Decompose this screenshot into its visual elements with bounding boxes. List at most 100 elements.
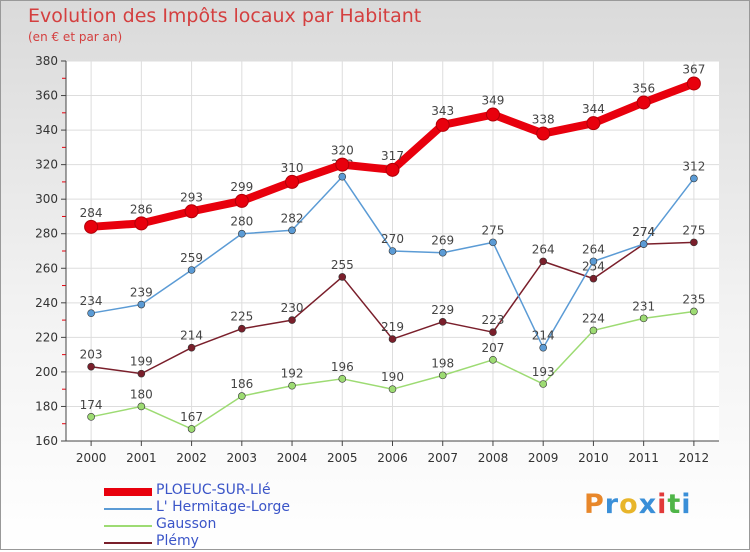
data-point xyxy=(134,216,149,231)
data-label: 192 xyxy=(281,367,304,381)
data-point xyxy=(388,247,397,255)
x-tick-label: 2004 xyxy=(277,451,308,465)
data-point xyxy=(338,172,347,181)
data-point xyxy=(234,193,249,208)
data-point xyxy=(184,204,199,219)
data-label: 286 xyxy=(130,202,153,216)
data-point xyxy=(690,307,698,316)
data-point xyxy=(84,219,99,234)
x-tick-label: 2007 xyxy=(427,451,458,465)
x-tick-label: 2010 xyxy=(578,451,609,465)
data-label: 224 xyxy=(582,311,605,325)
data-point xyxy=(338,273,347,281)
data-label: 280 xyxy=(230,215,253,229)
y-tick-label: 280 xyxy=(35,227,58,241)
data-point xyxy=(589,326,598,335)
data-label: 174 xyxy=(80,398,103,412)
legend-label: L' Hermitage-Lorge xyxy=(156,499,291,515)
x-tick-label: 2003 xyxy=(227,451,258,465)
data-label: 167 xyxy=(180,410,203,424)
data-label: 203 xyxy=(80,348,103,362)
legend-swatch xyxy=(104,508,152,510)
data-label: 223 xyxy=(482,313,505,327)
data-point xyxy=(238,392,246,400)
logo-letter: r xyxy=(604,489,620,520)
data-point xyxy=(288,316,296,324)
data-label: 317 xyxy=(381,149,404,163)
chart-subtitle: (en € et par an) xyxy=(28,30,123,44)
y-tick-label: 380 xyxy=(35,54,58,68)
data-point xyxy=(285,174,300,189)
data-point xyxy=(485,107,500,122)
logo-letter: i xyxy=(657,489,668,520)
legend-swatch xyxy=(104,525,152,527)
proxiti-logo: Proxiti xyxy=(584,489,692,520)
data-point xyxy=(238,324,246,333)
data-label: 344 xyxy=(582,102,605,116)
data-label: 190 xyxy=(381,370,404,384)
data-point xyxy=(686,76,701,91)
data-point xyxy=(288,381,296,390)
y-tick-label: 220 xyxy=(35,330,58,344)
data-point xyxy=(589,274,598,283)
x-tick-label: 2012 xyxy=(679,451,710,465)
data-point xyxy=(187,425,196,433)
data-label: 229 xyxy=(431,303,454,317)
data-point xyxy=(388,385,397,393)
x-tick-label: 2011 xyxy=(628,451,659,465)
data-label: 219 xyxy=(381,320,404,334)
data-label: 186 xyxy=(230,377,253,391)
data-label: 234 xyxy=(80,294,103,308)
data-label: 367 xyxy=(682,62,705,76)
x-tick-label: 2005 xyxy=(327,451,358,465)
data-label: 235 xyxy=(682,292,705,306)
data-point xyxy=(489,356,497,364)
data-point xyxy=(435,117,450,132)
data-point xyxy=(639,240,648,248)
y-tick-label: 340 xyxy=(35,123,58,137)
data-label: 349 xyxy=(482,94,505,108)
data-label: 214 xyxy=(180,329,203,343)
y-tick-label: 180 xyxy=(35,399,58,413)
y-tick-label: 260 xyxy=(35,261,58,275)
data-label: 293 xyxy=(180,190,203,204)
data-point xyxy=(238,229,246,238)
y-tick-label: 160 xyxy=(35,434,58,448)
data-label: 264 xyxy=(582,242,605,256)
x-tick-label: 2001 xyxy=(126,451,157,465)
data-label: 207 xyxy=(482,341,505,355)
data-label: 196 xyxy=(331,360,354,374)
data-label: 338 xyxy=(532,113,555,127)
data-label: 198 xyxy=(431,356,454,370)
data-point xyxy=(438,371,447,380)
data-label: 264 xyxy=(532,242,555,256)
logo-letter: o xyxy=(619,489,639,520)
data-label: 274 xyxy=(632,225,655,239)
data-label: 225 xyxy=(230,310,253,324)
data-label: 231 xyxy=(632,299,655,313)
legend-label: Plémy xyxy=(156,533,199,549)
data-point xyxy=(335,157,350,172)
data-point xyxy=(536,126,551,141)
data-label: 275 xyxy=(482,223,505,237)
data-label: 310 xyxy=(281,161,304,175)
logo-letter: x xyxy=(638,489,658,520)
y-tick-label: 300 xyxy=(35,192,58,206)
data-point xyxy=(338,375,347,383)
data-point xyxy=(489,238,497,247)
data-point xyxy=(639,314,648,323)
data-label: 299 xyxy=(230,180,253,194)
data-point xyxy=(187,343,196,352)
data-label: 312 xyxy=(682,159,705,173)
logo-letter: P xyxy=(584,489,605,520)
data-label: 230 xyxy=(281,301,304,315)
data-label: 180 xyxy=(130,387,153,401)
data-label: 320 xyxy=(331,144,354,158)
data-point xyxy=(438,248,447,257)
data-point xyxy=(137,369,146,378)
x-tick-label: 2002 xyxy=(176,451,207,465)
data-label: 282 xyxy=(281,211,304,225)
data-label: 214 xyxy=(532,329,555,343)
data-point xyxy=(438,318,447,326)
